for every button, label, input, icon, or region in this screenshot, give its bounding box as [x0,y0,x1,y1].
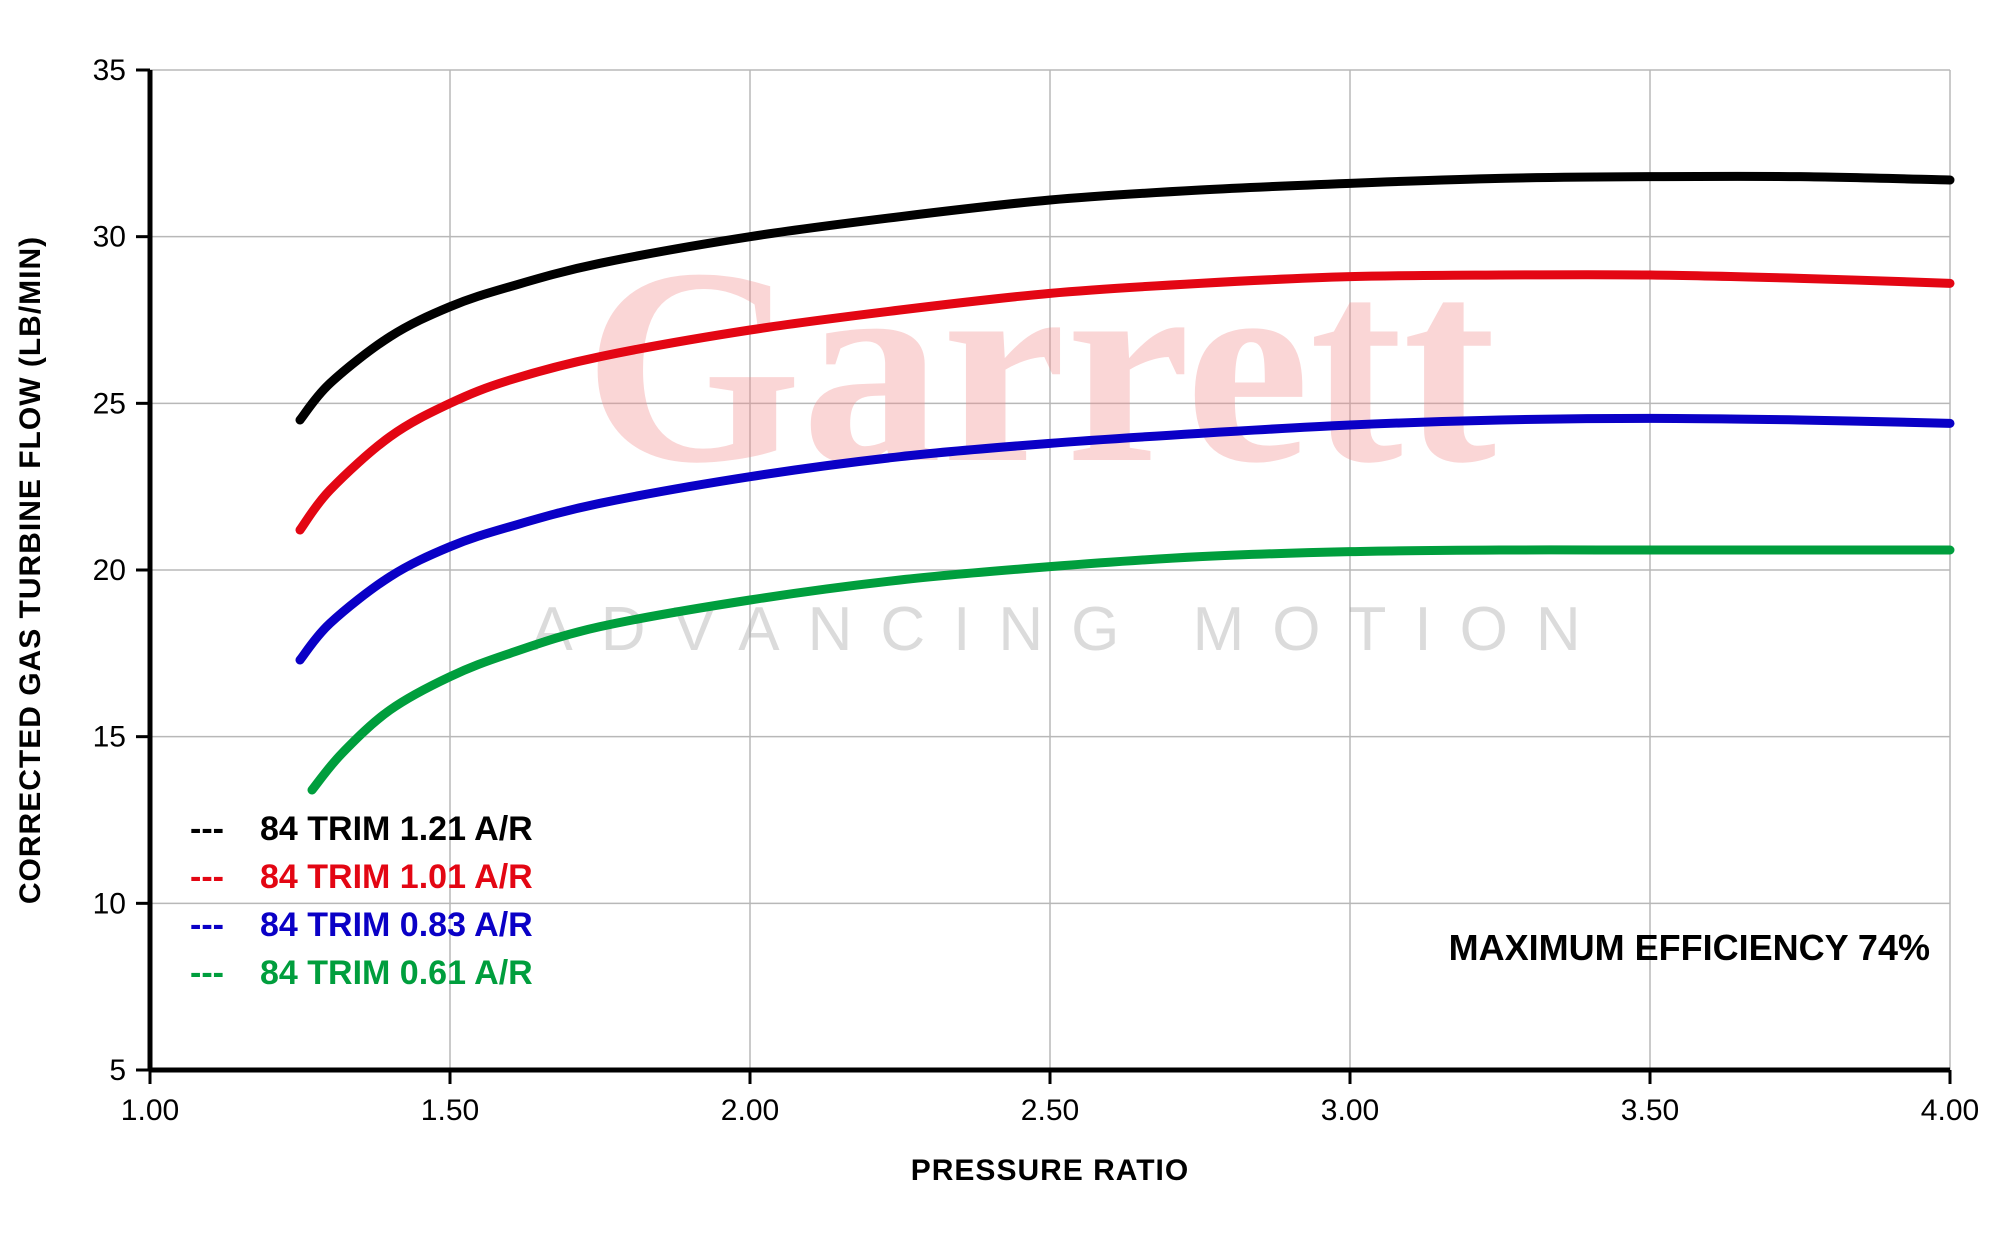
y-tick-label: 35 [93,54,126,87]
x-tick-label: 2.00 [721,1094,779,1127]
legend-label: 84 TRIM 1.21 A/R [260,810,533,848]
efficiency-note: MAXIMUM EFFICIENCY 74% [1449,927,1930,968]
x-tick-label: 4.00 [1921,1094,1979,1127]
legend-dash: --- [190,858,224,896]
watermark-brand: Garrett [584,210,1499,521]
legend-dash: --- [190,954,224,992]
y-tick-label: 10 [93,887,126,920]
y-tick-label: 5 [109,1054,126,1087]
x-axis-label: PRESSURE RATIO [911,1154,1189,1187]
x-tick-label: 1.50 [421,1094,479,1127]
y-tick-label: 20 [93,554,126,587]
x-tick-label: 3.00 [1321,1094,1379,1127]
y-axis-label: CORRECTED GAS TURBINE FLOW (LB/MIN) [14,236,47,904]
legend-label: 84 TRIM 0.83 A/R [260,906,533,944]
chart-svg: GarrettADVANCING MOTION1.001.502.002.503… [0,0,2000,1234]
x-tick-label: 1.00 [121,1094,179,1127]
legend-label: 84 TRIM 1.01 A/R [260,858,533,896]
legend-dash: --- [190,906,224,944]
x-tick-label: 3.50 [1621,1094,1679,1127]
legend-dash: --- [190,810,224,848]
y-tick-label: 25 [93,387,126,420]
y-tick-label: 30 [93,221,126,254]
x-tick-label: 2.50 [1021,1094,1079,1127]
legend-label: 84 TRIM 0.61 A/R [260,954,533,992]
series-line-3 [312,550,1950,790]
turbine-flow-chart: GarrettADVANCING MOTION1.001.502.002.503… [0,0,2000,1234]
y-tick-label: 15 [93,721,126,754]
